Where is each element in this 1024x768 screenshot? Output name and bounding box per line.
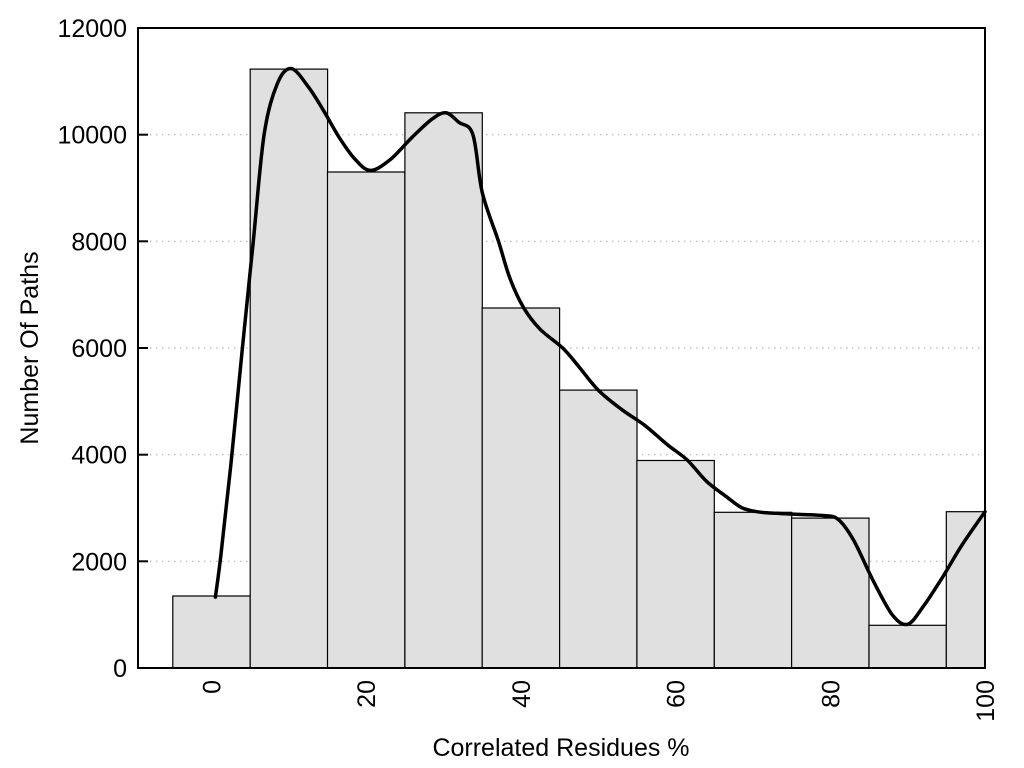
histogram-bar [945, 511, 986, 669]
density-curve [213, 66, 987, 627]
histogram-bar [558, 389, 638, 669]
histogram-bar [481, 307, 561, 669]
histogram-bar [404, 112, 483, 669]
x-tick-label: 60 [663, 680, 691, 708]
x-tick-label: 0 [199, 680, 227, 694]
y-tick-label: 12000 [57, 15, 127, 43]
y-tick-labels: 0 2000 4000 6000 8000 10000 12000 [57, 15, 127, 683]
y-tick-label: 2000 [71, 548, 127, 576]
y-tick-label: 4000 [71, 442, 127, 470]
y-tick-label: 6000 [71, 335, 127, 363]
y-axis-ticks [138, 27, 148, 669]
histogram-bar [713, 511, 793, 669]
histogram-bar [636, 459, 715, 669]
histogram-bar [868, 624, 948, 669]
histogram-bar [326, 171, 406, 669]
histogram-bar [790, 517, 870, 669]
x-tick-label: 100 [972, 680, 1000, 722]
x-tick-label: 20 [353, 680, 381, 708]
x-axis-title: Correlated Residues % [432, 734, 689, 762]
x-tick-labels: 0 20 40 60 80 100 [199, 680, 1001, 722]
y-tick-label: 0 [113, 655, 127, 683]
histogram-bars [172, 68, 986, 669]
histogram-bar [249, 68, 329, 669]
y-tick-label: 8000 [71, 228, 127, 256]
y-axis-title: Number Of Paths [16, 251, 44, 444]
y-tick-label: 10000 [57, 122, 127, 150]
x-tick-label: 40 [508, 680, 536, 708]
histogram-bar [172, 595, 251, 669]
x-tick-label: 80 [817, 680, 845, 708]
